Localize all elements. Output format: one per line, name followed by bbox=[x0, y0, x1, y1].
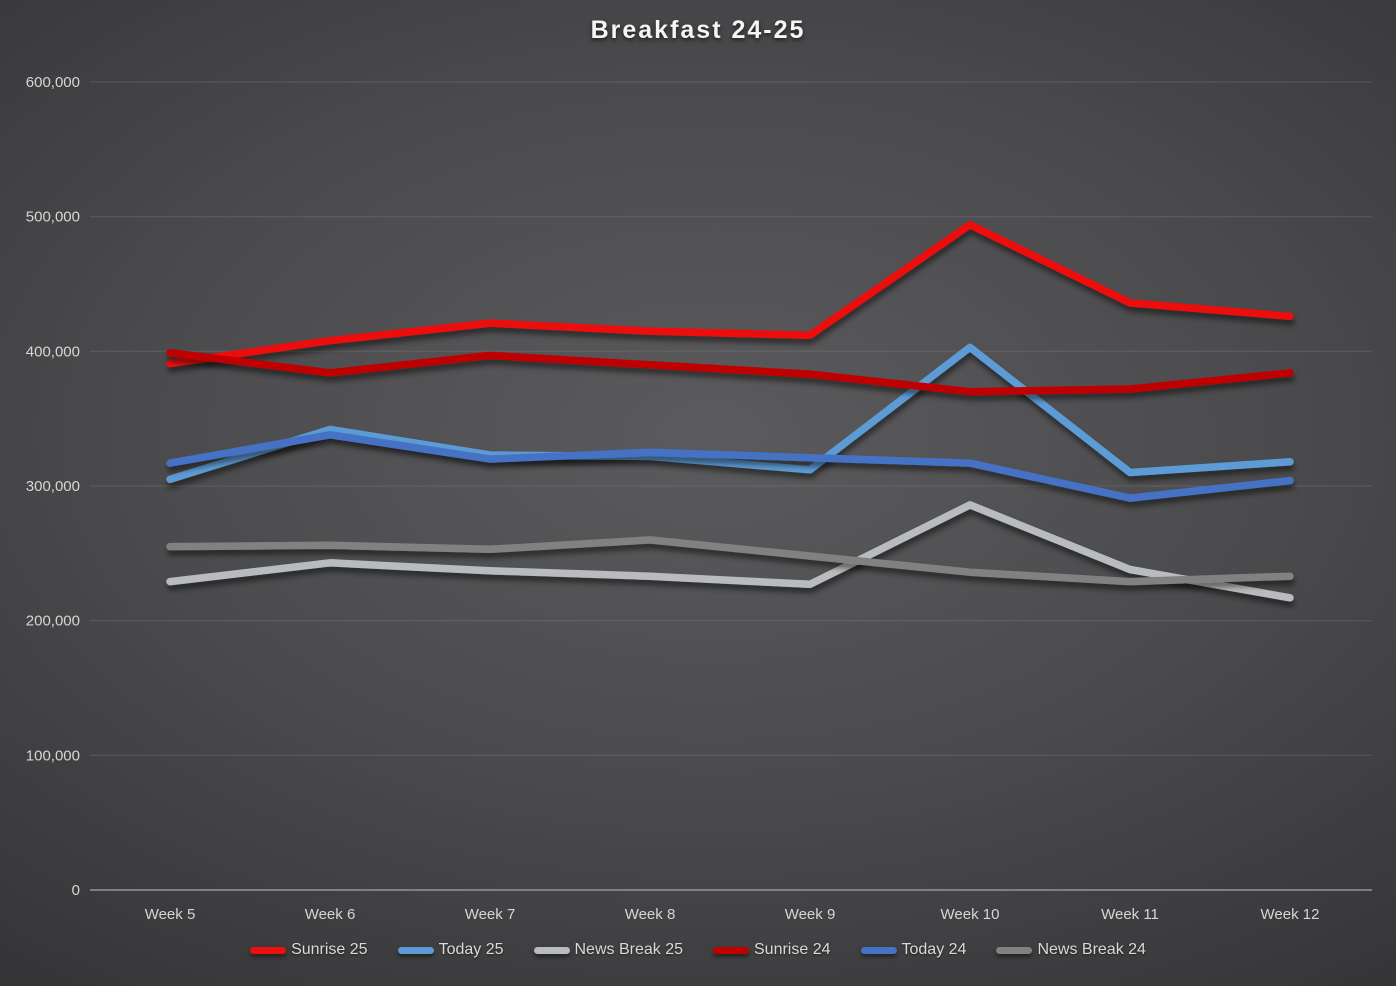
legend-label: Sunrise 25 bbox=[291, 941, 368, 958]
legend-item-sunrise-24: Sunrise 24 bbox=[713, 941, 831, 959]
y-axis-label: 400,000 bbox=[26, 343, 80, 360]
y-axis-label: 100,000 bbox=[26, 747, 80, 764]
y-axis-label: 300,000 bbox=[26, 478, 80, 495]
legend-swatch-sunrise-25 bbox=[250, 946, 287, 954]
legend-label: Sunrise 24 bbox=[754, 941, 831, 958]
x-axis-label: Week 6 bbox=[305, 906, 356, 923]
y-axis-label: 200,000 bbox=[26, 613, 80, 630]
series-line-news-break-25 bbox=[166, 501, 1294, 602]
legend-item-news-break-24: News Break 24 bbox=[996, 941, 1146, 959]
legend-swatch-today-24 bbox=[860, 946, 897, 954]
x-axis-label: Week 9 bbox=[785, 906, 836, 923]
legend-swatch-news-break-25 bbox=[533, 946, 570, 954]
series-line-sunrise-25 bbox=[166, 220, 1294, 368]
chart-title: Breakfast 24-25 bbox=[590, 16, 806, 44]
y-axis-label: 600,000 bbox=[26, 74, 80, 91]
legend-swatch-sunrise-24 bbox=[713, 946, 749, 954]
legend-item-news-break-25: News Break 25 bbox=[533, 941, 684, 959]
series-line-sunrise-24 bbox=[166, 348, 1294, 396]
legend-label: Today 25 bbox=[438, 941, 504, 958]
legend-label: Today 24 bbox=[901, 941, 967, 958]
legend-label: News Break 25 bbox=[574, 941, 684, 958]
x-axis-label: Week 7 bbox=[465, 906, 516, 923]
legend-label: News Break 24 bbox=[1037, 941, 1146, 958]
legend-item-sunrise-25: Sunrise 25 bbox=[250, 941, 368, 959]
series-line-today-24 bbox=[166, 431, 1294, 502]
x-axis-label: Week 12 bbox=[1261, 906, 1320, 923]
legend-swatch-news-break-24 bbox=[996, 946, 1033, 954]
chart-legend: Sunrise 25 Today 25 News Break 25 Sunrise 2… bbox=[0, 941, 1396, 959]
y-axis-label: 0 bbox=[72, 882, 80, 899]
series-line-news-break-24 bbox=[166, 536, 1294, 586]
x-axis-label: Week 5 bbox=[145, 906, 196, 923]
legend-item-today-25: Today 25 bbox=[397, 941, 504, 959]
y-axis-label: 500,000 bbox=[26, 209, 80, 226]
x-axis-label: Week 8 bbox=[625, 906, 676, 923]
series-line-today-25 bbox=[166, 343, 1294, 484]
x-axis-label: Week 11 bbox=[1101, 906, 1159, 923]
legend-item-today-24: Today 24 bbox=[860, 941, 967, 959]
legend-swatch-today-25 bbox=[397, 946, 434, 954]
x-axis-label: Week 10 bbox=[941, 906, 1000, 923]
